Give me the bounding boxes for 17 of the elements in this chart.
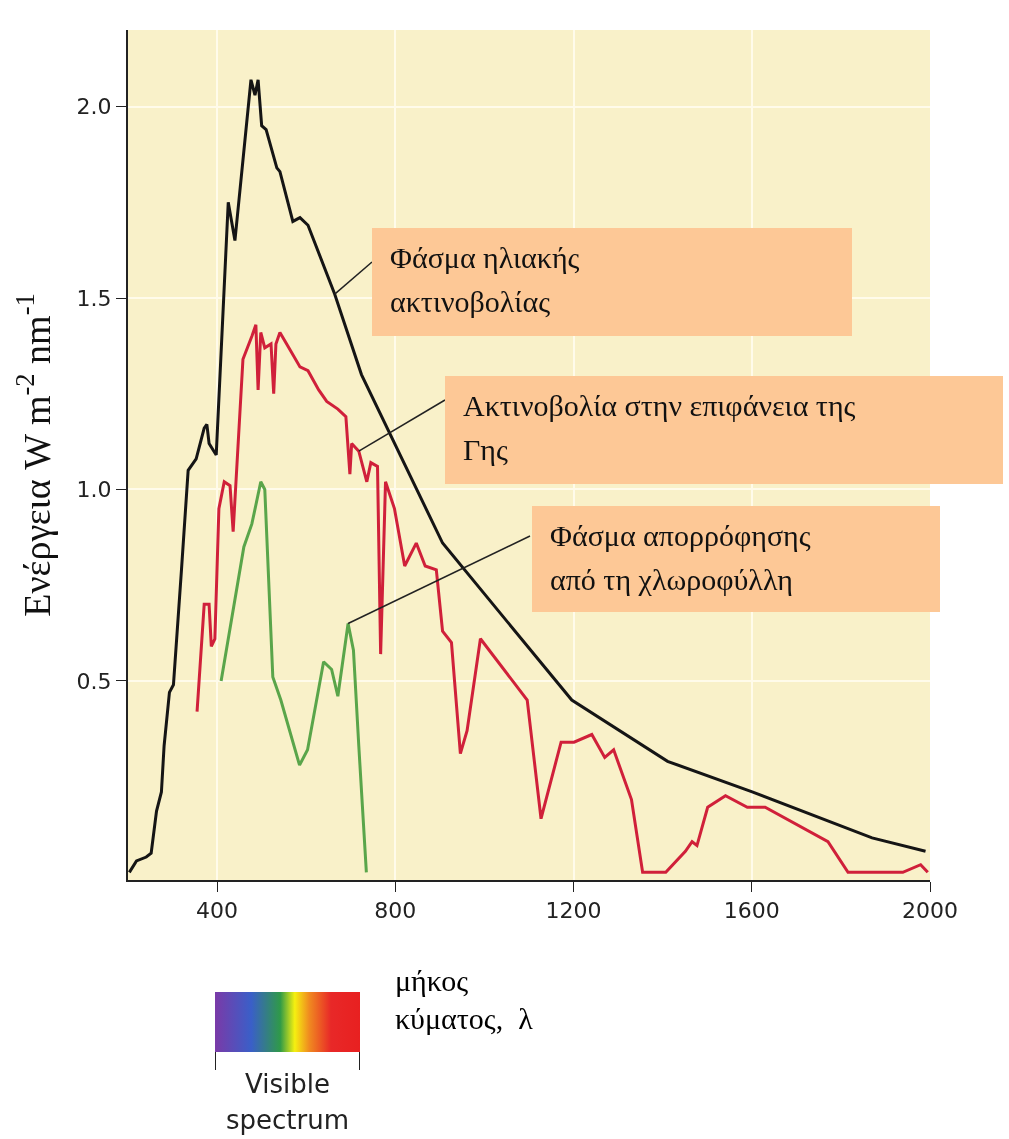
annotation: Φάσμα ηλιακής ακτινοβολίας bbox=[389, 240, 581, 320]
x-tick-label: 1600 bbox=[723, 898, 780, 924]
y-tick-label: 1.0 bbox=[76, 477, 112, 503]
y-tick-label: 0.5 bbox=[76, 668, 112, 694]
x-tick-label: 800 bbox=[374, 898, 417, 924]
text: Visible spectrum bbox=[225, 1068, 350, 1137]
line-series bbox=[195, 323, 930, 874]
x-axis-title: μήκος κύματος, λ bbox=[395, 963, 533, 1037]
x-tick-label: 400 bbox=[196, 898, 239, 924]
annotation: Φάσμα απορρόφησης από τη χλωροφύλλη bbox=[549, 518, 812, 598]
line-series bbox=[128, 78, 928, 874]
y-tick-label: 2.0 bbox=[76, 94, 112, 120]
x-tick-label: 2000 bbox=[902, 898, 958, 924]
y-tick-label: 1.5 bbox=[76, 285, 112, 311]
x-tick-label: 1200 bbox=[545, 898, 602, 924]
line-series bbox=[219, 480, 368, 874]
annotation: Ακτινοβολία στην επιφάνεια της Γης bbox=[462, 388, 857, 468]
